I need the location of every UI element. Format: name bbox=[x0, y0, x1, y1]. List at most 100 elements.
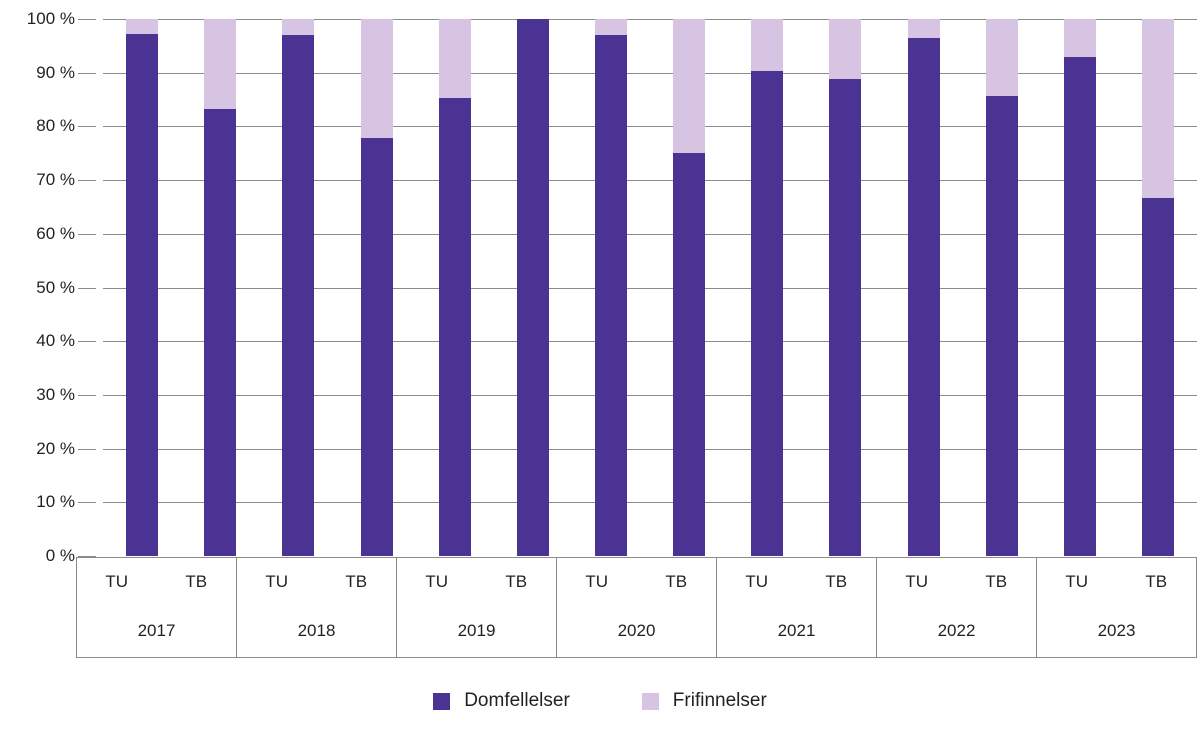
bar-segment-domfellelser bbox=[1141, 197, 1174, 556]
bar-segment-domfellelser bbox=[438, 97, 471, 556]
y-axis-tick-mark bbox=[78, 233, 96, 235]
y-axis-tick-label: 20 % bbox=[36, 438, 75, 458]
x-axis-subcategory-label: TB bbox=[825, 571, 848, 591]
bar-segment-domfellelser bbox=[751, 71, 784, 556]
x-axis-subcategory-label: TU bbox=[425, 571, 449, 591]
bar-segment-frifinnelser bbox=[438, 19, 471, 98]
bar-segment-frifinnelser bbox=[1063, 19, 1096, 58]
y-axis-tick-mark bbox=[78, 502, 96, 504]
y-axis-tick-label: 30 % bbox=[36, 384, 75, 404]
bar-segment-frifinnelser bbox=[985, 19, 1018, 97]
x-axis-group-label: 2023 bbox=[1097, 621, 1136, 640]
y-axis-tick-mark bbox=[78, 341, 96, 343]
legend-item-domfellelser[interactable]: Domfellelser bbox=[433, 690, 570, 712]
legend-label: Domfellelser bbox=[464, 690, 570, 711]
y-axis-tick-mark bbox=[78, 394, 96, 396]
y-axis-tick-label: 50 % bbox=[36, 277, 75, 297]
legend-item-frifinnelser[interactable]: Frifinnelser bbox=[641, 690, 767, 712]
gridline bbox=[103, 502, 1197, 504]
y-axis-tick-mark bbox=[78, 448, 96, 450]
bar-2017-TB bbox=[204, 19, 237, 556]
y-axis-tick-label: 0 % bbox=[45, 546, 75, 565]
bar-2023-TB bbox=[1141, 19, 1174, 556]
x-axis-group-label: 2021 bbox=[777, 621, 816, 640]
bar-segment-frifinnelser bbox=[907, 19, 940, 39]
gridline bbox=[103, 233, 1197, 235]
gridline bbox=[103, 394, 1197, 396]
gridline bbox=[103, 287, 1197, 289]
x-axis-group-2022: TU TB 2022 bbox=[877, 558, 1037, 657]
bar-segment-frifinnelser bbox=[751, 19, 784, 72]
x-axis-subcategory-label: TU bbox=[105, 571, 129, 591]
bar-2018-TB bbox=[360, 19, 393, 556]
x-axis-subcategory-label: TU bbox=[905, 571, 929, 591]
x-axis-subcategory-label: TB bbox=[665, 571, 688, 591]
bar-segment-frifinnelser bbox=[594, 19, 627, 36]
x-axis-group-2019: TU TB 2019 bbox=[397, 558, 557, 657]
gridline bbox=[103, 126, 1197, 128]
gridline bbox=[103, 341, 1197, 343]
x-axis-group-label: 2020 bbox=[617, 621, 656, 640]
y-axis-tick-mark bbox=[78, 126, 96, 128]
y-axis-tick-label: 90 % bbox=[36, 62, 75, 82]
x-axis-subcategory-label: TB bbox=[345, 571, 368, 591]
bar-segment-frifinnelser bbox=[204, 19, 237, 110]
bar-2022-TB bbox=[985, 19, 1018, 556]
gridline bbox=[103, 19, 1197, 20]
bar-segment-frifinnelser bbox=[360, 19, 393, 139]
x-axis-group-2018: TU TB 2018 bbox=[237, 558, 397, 657]
bar-segment-frifinnelser bbox=[126, 19, 159, 35]
x-axis-group-2021: TU TB 2021 bbox=[717, 558, 877, 657]
x-axis-subcategory-row: TU TB bbox=[237, 558, 396, 605]
x-axis-subcategory-label: TU bbox=[265, 571, 289, 591]
bar-2020-TU bbox=[594, 19, 627, 556]
y-axis-tick-label: 70 % bbox=[36, 170, 75, 190]
x-axis-group-2023: TU TB 2023 bbox=[1037, 558, 1196, 657]
y-axis-tick-label: 60 % bbox=[36, 223, 75, 243]
bar-2020-TB bbox=[673, 19, 706, 556]
bar-2021-TB bbox=[829, 19, 862, 556]
bar-2022-TU bbox=[907, 19, 940, 556]
bar-segment-domfellelser bbox=[516, 19, 549, 556]
gridline bbox=[103, 72, 1197, 74]
x-axis-group-label: 2019 bbox=[457, 621, 496, 640]
chart-legend: Domfellelser Frifinnelser bbox=[0, 690, 1200, 712]
bar-segment-domfellelser bbox=[360, 138, 393, 556]
bar-segment-frifinnelser bbox=[1141, 19, 1174, 198]
y-axis-tick-label: 40 % bbox=[36, 331, 75, 351]
bar-segment-domfellelser bbox=[829, 79, 862, 556]
legend-swatch-icon bbox=[641, 692, 659, 710]
x-axis: TU TB 2017 TU TB 2018 TU TB 2019 TU TB 2020 TU TB 2021… bbox=[76, 557, 1197, 658]
x-axis-subcategory-label: TB bbox=[185, 571, 208, 591]
x-axis-subcategory-label: TB bbox=[505, 571, 528, 591]
x-axis-group-label: 2017 bbox=[137, 621, 176, 640]
bar-segment-frifinnelser bbox=[829, 19, 862, 80]
x-axis-subcategory-row: TU TB bbox=[397, 558, 556, 605]
bar-segment-frifinnelser bbox=[673, 19, 706, 154]
bar-2019-TU bbox=[438, 19, 471, 556]
x-axis-subcategory-row: TU TB bbox=[557, 558, 716, 605]
y-axis-tick-mark bbox=[78, 556, 96, 557]
bar-2023-TU bbox=[1063, 19, 1096, 556]
bar-segment-domfellelser bbox=[907, 38, 940, 556]
x-axis-subcategory-label: TU bbox=[745, 571, 769, 591]
x-axis-group-label: 2022 bbox=[937, 621, 976, 640]
bar-segment-frifinnelser bbox=[282, 19, 315, 36]
bar-segment-domfellelser bbox=[985, 96, 1018, 556]
x-axis-subcategory-label: TU bbox=[1065, 571, 1089, 591]
bar-2017-TU bbox=[126, 19, 159, 556]
x-axis-group-2017: TU TB 2017 bbox=[77, 558, 237, 657]
x-axis-group-2020: TU TB 2020 bbox=[557, 558, 717, 657]
bar-segment-domfellelser bbox=[594, 35, 627, 556]
x-axis-subcategory-row: TU TB bbox=[77, 558, 236, 605]
x-axis-subcategory-row: TU TB bbox=[717, 558, 876, 605]
y-axis-tick-label: 80 % bbox=[36, 116, 75, 136]
bar-2021-TU bbox=[751, 19, 784, 556]
y-axis-tick-label: 10 % bbox=[36, 492, 75, 512]
y-axis-tick-mark bbox=[78, 180, 96, 182]
x-axis-subcategory-label: TB bbox=[1145, 571, 1168, 591]
y-axis-tick-mark bbox=[78, 19, 96, 20]
bar-2018-TU bbox=[282, 19, 315, 556]
plot-area bbox=[103, 19, 1197, 556]
